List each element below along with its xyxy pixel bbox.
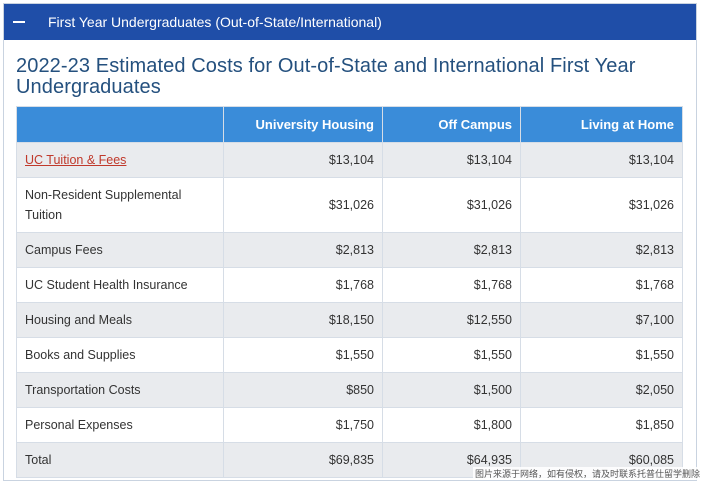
table-cell: $31,026	[382, 177, 521, 233]
table-cell: $1,800	[382, 407, 521, 443]
watermark-text: 图片来源于网络，如有侵权，请及时联系托普仕留学删除	[472, 467, 702, 480]
table-row: Transportation Costs $850 $1,500 $2,050	[16, 372, 683, 408]
row-label: Transportation Costs	[16, 372, 224, 408]
table-cell: $1,550	[223, 337, 383, 373]
accordion-title: First Year Undergraduates (Out-of-State/…	[48, 14, 382, 30]
minus-icon[interactable]	[13, 21, 25, 23]
table-row: Personal Expenses $1,750 $1,800 $1,850	[16, 407, 683, 443]
table-row: UC Tuition & Fees $13,104 $13,104 $13,10…	[16, 142, 683, 178]
table-cell: $1,850	[520, 407, 683, 443]
table-row: Books and Supplies $1,550 $1,550 $1,550	[16, 337, 683, 373]
table-cell: $2,813	[223, 232, 383, 268]
table-cell: $1,550	[382, 337, 521, 373]
table-cell: $13,104	[382, 142, 521, 178]
row-label: Campus Fees	[16, 232, 224, 268]
table-row: Campus Fees $2,813 $2,813 $2,813	[16, 232, 683, 268]
table-cell: $13,104	[223, 142, 383, 178]
table-cell: $1,750	[223, 407, 383, 443]
page-title: 2022-23 Estimated Costs for Out-of-State…	[16, 55, 636, 98]
table-cell: $64,935	[382, 442, 521, 478]
column-header-empty	[16, 106, 224, 143]
uc-tuition-fees-link[interactable]: UC Tuition & Fees	[25, 153, 127, 167]
table-cell: $2,050	[520, 372, 683, 408]
table-cell: $1,768	[382, 267, 521, 303]
row-label: UC Student Health Insurance	[16, 267, 224, 303]
table-cell: $18,150	[223, 302, 383, 338]
row-label: Books and Supplies	[16, 337, 224, 373]
table-cell: $1,550	[520, 337, 683, 373]
table-cell: $69,835	[223, 442, 383, 478]
row-label: Non-Resident Supplemental Tuition	[16, 177, 224, 233]
table-cell: $1,500	[382, 372, 521, 408]
row-label: Total	[16, 442, 224, 478]
table-cell: $2,813	[520, 232, 683, 268]
table-cell: $1,768	[520, 267, 683, 303]
table-row: Non-Resident Supplemental Tuition $31,02…	[16, 177, 683, 233]
table-cell: $31,026	[223, 177, 383, 233]
table-cell: $12,550	[382, 302, 521, 338]
row-label: Housing and Meals	[16, 302, 224, 338]
table-cell: $850	[223, 372, 383, 408]
column-header-off-campus: Off Campus	[382, 106, 521, 143]
table-header-row: University Housing Off Campus Living at …	[16, 106, 683, 143]
costs-panel: First Year Undergraduates (Out-of-State/…	[3, 3, 697, 481]
table-cell: $13,104	[520, 142, 683, 178]
column-header-university-housing: University Housing	[223, 106, 383, 143]
column-header-living-at-home: Living at Home	[520, 106, 683, 143]
table-cell: $31,026	[520, 177, 683, 233]
table-cell: $7,100	[520, 302, 683, 338]
table-row: Housing and Meals $18,150 $12,550 $7,100	[16, 302, 683, 338]
table-row: UC Student Health Insurance $1,768 $1,76…	[16, 267, 683, 303]
table-cell: $1,768	[223, 267, 383, 303]
table-cell: $2,813	[382, 232, 521, 268]
row-label: Personal Expenses	[16, 407, 224, 443]
costs-table: University Housing Off Campus Living at …	[16, 106, 683, 478]
accordion-header[interactable]: First Year Undergraduates (Out-of-State/…	[4, 4, 696, 40]
row-label[interactable]: UC Tuition & Fees	[16, 142, 224, 178]
